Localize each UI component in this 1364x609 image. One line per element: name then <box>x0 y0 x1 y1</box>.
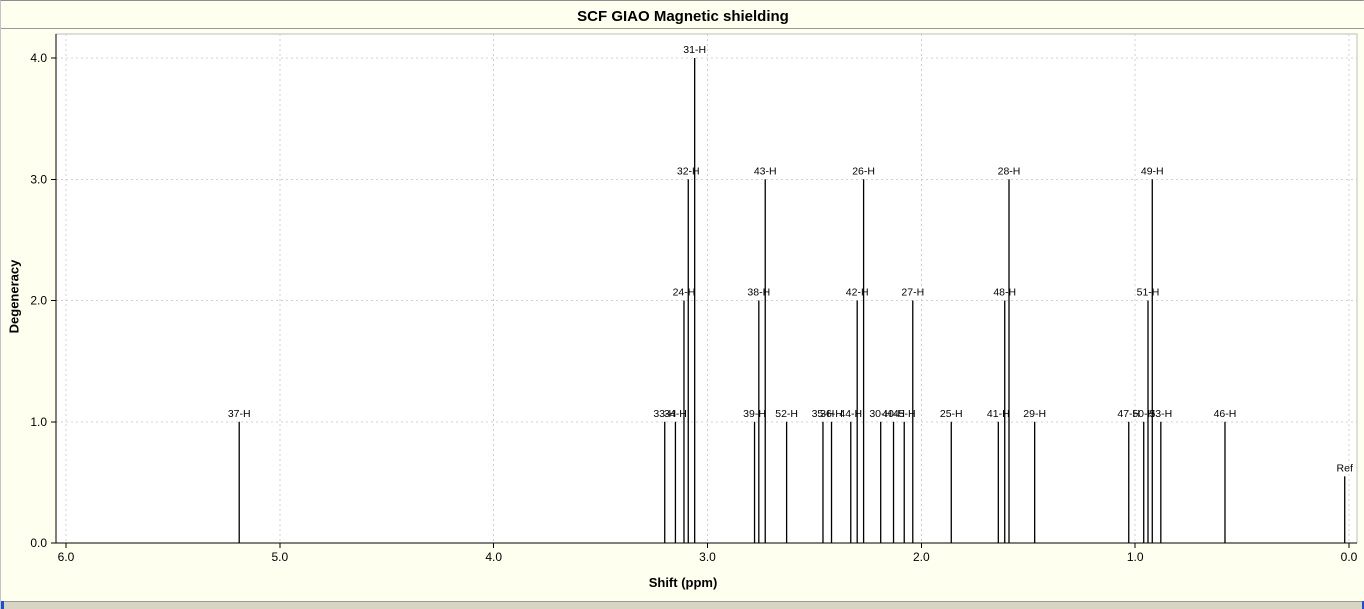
peak-label-53-H: 53-H <box>1149 408 1172 420</box>
peak-label-43-H: 43-H <box>754 165 777 177</box>
window-border-corner-right <box>1362 601 1364 609</box>
plot-area <box>55 33 1358 544</box>
window-border-corner-left <box>1 601 4 609</box>
y-tick-label-4.0: 4.0 <box>30 51 47 65</box>
peak-label-39-H: 39-H <box>743 408 766 420</box>
peak-label-38-H: 38-H <box>747 287 770 299</box>
y-tick-label-3.0: 3.0 <box>30 172 47 186</box>
peak-label-30-H: 30-H <box>869 408 892 420</box>
y-tick-label-2.0: 2.0 <box>30 294 47 308</box>
peak-label-35-H: 35-H <box>812 408 835 420</box>
peak-label-42-H: 42-H <box>846 287 869 299</box>
peak-label-46-H: 46-H <box>1214 408 1237 420</box>
peak-label-28-H: 28-H <box>998 165 1021 177</box>
peak-label-49-H: 49-H <box>1141 165 1164 177</box>
peak-label-36-H: 36-H <box>820 408 843 420</box>
x-tick-label-0.0: 0.0 <box>1341 550 1358 564</box>
peak-label-29-H: 29-H <box>1023 408 1046 420</box>
x-tick-label-3.0: 3.0 <box>699 550 716 564</box>
peak-label-26-H: 26-H <box>852 165 875 177</box>
peak-label-32-H: 32-H <box>677 165 700 177</box>
peak-label-41-H: 41-H <box>987 408 1010 420</box>
peak-label-27-H: 27-H <box>901 287 924 299</box>
window-bottom-edge <box>1 601 1364 609</box>
peak-label-Ref: Ref <box>1337 462 1353 474</box>
x-tick-label-2.0: 2.0 <box>913 550 930 564</box>
peak-label-40-H: 40-H <box>882 408 905 420</box>
x-tick-label-5.0: 5.0 <box>271 550 288 564</box>
peak-label-52-H: 52-H <box>775 408 798 420</box>
chart-title: SCF GIAO Magnetic shielding <box>1 5 1364 29</box>
peak-label-24-H: 24-H <box>673 287 696 299</box>
x-tick-label-4.0: 4.0 <box>485 550 502 564</box>
peak-label-47-H: 47-H <box>1117 408 1140 420</box>
peak-label-33-H: 33-H <box>653 408 676 420</box>
peak-label-51-H: 51-H <box>1137 287 1160 299</box>
peak-label-31-H: 31-H <box>683 44 706 56</box>
y-tick-label-0.0: 0.0 <box>30 536 47 550</box>
y-axis-title: Degeneracy <box>6 259 22 334</box>
peak-label-34-H: 34-H <box>664 408 687 420</box>
peak-label-48-H: 48-H <box>993 287 1016 299</box>
peak-label-37-H: 37-H <box>228 408 251 420</box>
x-tick-label-6.0: 6.0 <box>58 550 75 564</box>
peak-label-45-H: 45-H <box>893 408 916 420</box>
peak-label-44-H: 44-H <box>839 408 862 420</box>
x-axis-title: Shift (ppm) <box>648 575 718 590</box>
peak-label-50-H: 50-H <box>1132 408 1155 420</box>
y-tick-label-1.0: 1.0 <box>30 415 47 429</box>
peak-label-25-H: 25-H <box>940 408 963 420</box>
x-tick-label-1.0: 1.0 <box>1127 550 1144 564</box>
